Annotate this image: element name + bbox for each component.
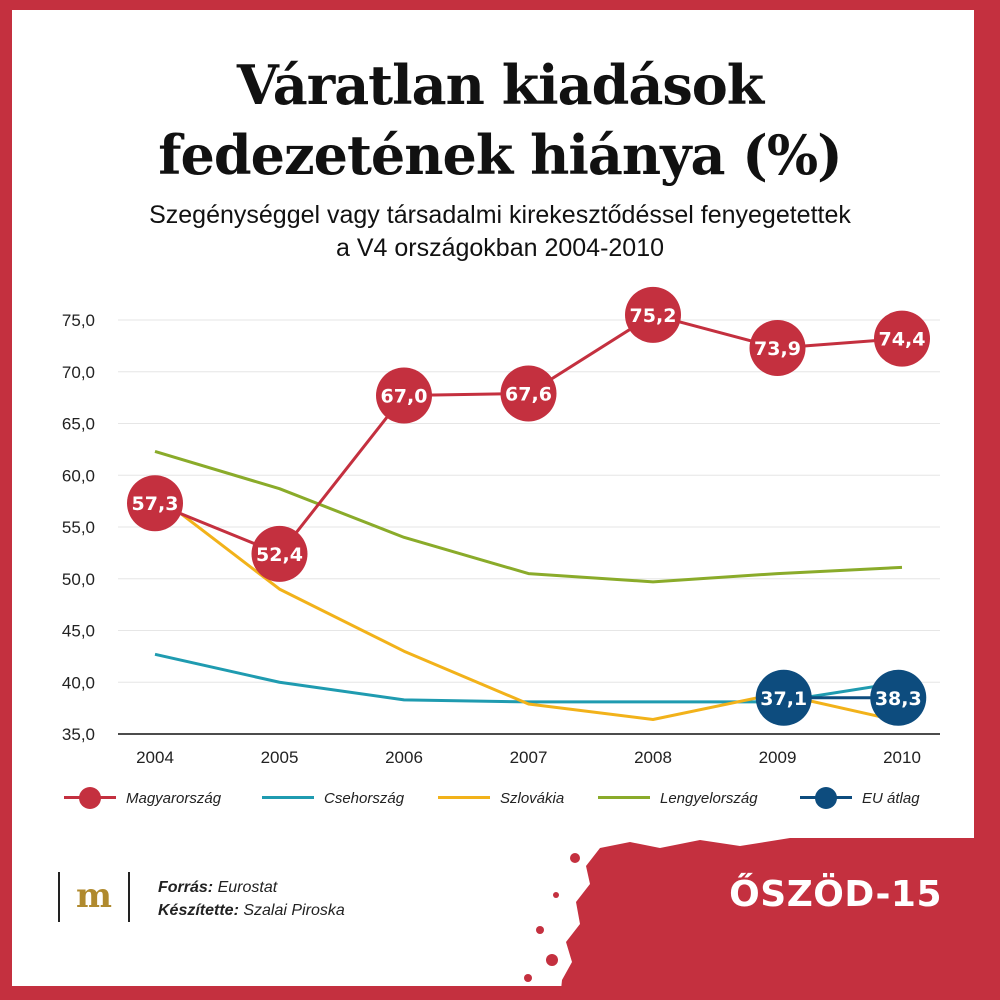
data-label-magyarorszag: 74,4 xyxy=(879,329,926,351)
legend-label: Csehország xyxy=(324,789,405,807)
data-point-magyarorszag xyxy=(874,310,930,367)
legend-label: Magyarország xyxy=(126,789,222,807)
legend: Magyarország Csehország Szlovákia Lengyelor… xyxy=(0,784,1000,812)
data-label-magyarorszag: 52,4 xyxy=(256,544,303,566)
y-tick-label: 45,0 xyxy=(62,622,95,641)
x-tick-label: 2008 xyxy=(634,748,672,767)
y-tick-label: 65,0 xyxy=(62,415,95,434)
logo-bar-left xyxy=(58,872,60,922)
source-value: Eurostat xyxy=(217,879,278,896)
author-value: Szalai Piroska xyxy=(243,902,345,919)
data-label-eu-atlag: 37,1 xyxy=(760,688,807,710)
x-tick-label: 2006 xyxy=(385,748,423,767)
x-tick-label: 2005 xyxy=(261,748,299,767)
chart-title-line-1: Váratlan kiadások xyxy=(236,53,764,117)
legend-label: Lengyelország xyxy=(660,789,758,807)
y-tick-label: 60,0 xyxy=(62,466,95,485)
author-label: Készítette: xyxy=(158,902,239,919)
y-tick-label: 35,0 xyxy=(62,725,95,744)
legend-line xyxy=(598,796,650,799)
legend-label: Szlovákia xyxy=(500,789,565,807)
x-tick-label: 2007 xyxy=(510,748,548,767)
credits: Forrás: Eurostat Készítette: Szalai Piro… xyxy=(158,876,345,922)
data-label-magyarorszag: 57,3 xyxy=(132,493,179,515)
legend-label: EU átlag xyxy=(862,789,920,807)
data-label-magyarorszag: 67,0 xyxy=(381,386,428,408)
y-tick-label: 50,0 xyxy=(62,570,95,589)
legend-item-csehorszag: Csehország xyxy=(262,784,404,812)
y-tick-label: 40,0 xyxy=(62,673,95,692)
y-tick-label: 55,0 xyxy=(62,518,95,537)
legend-item-magyarorszag: Magyarország xyxy=(64,784,221,812)
x-tick-label: 2010 xyxy=(883,748,921,767)
legend-swatch xyxy=(800,784,852,812)
logo-bar-right xyxy=(128,872,130,922)
data-point-magyarorszag xyxy=(500,365,557,422)
legend-marker xyxy=(79,787,101,809)
data-label-magyarorszag: 73,9 xyxy=(754,338,801,360)
legend-item-eu-atlag: EU átlag xyxy=(800,784,920,812)
legend-line xyxy=(262,796,314,799)
data-point-magyarorszag xyxy=(251,525,308,582)
x-tick-label: 2004 xyxy=(136,748,174,767)
y-tick-label: 70,0 xyxy=(62,363,95,382)
y-tick-label: 75,0 xyxy=(62,311,95,330)
legend-item-lengyelorszag: Lengyelország xyxy=(598,784,758,812)
legend-swatch xyxy=(598,784,650,812)
data-point-eu-atlag xyxy=(870,669,927,726)
legend-marker xyxy=(815,787,837,809)
logo-letter: m xyxy=(76,876,112,916)
legend-item-szlovakia: Szlovákia xyxy=(438,784,564,812)
legend-swatch xyxy=(64,784,116,812)
brand-text: ŐSZÖD-15 xyxy=(729,874,942,915)
source-label: Forrás: xyxy=(158,879,214,896)
series-line-lengyelorszag xyxy=(154,450,903,584)
logo: m xyxy=(58,872,130,922)
legend-swatch xyxy=(262,784,314,812)
data-label-eu-atlag: 38,3 xyxy=(875,688,922,710)
chart-title-line-2: fedezetének hiánya (%) xyxy=(158,123,842,187)
data-point-eu-atlag xyxy=(755,669,812,726)
legend-line xyxy=(438,796,490,799)
data-point-magyarorszag xyxy=(749,319,806,376)
data-point-magyarorszag xyxy=(376,367,432,424)
data-point-magyarorszag xyxy=(127,475,183,532)
legend-swatch xyxy=(438,784,490,812)
x-tick-label: 2009 xyxy=(759,748,797,767)
data-point-magyarorszag xyxy=(625,286,681,343)
data-label-magyarorszag: 75,2 xyxy=(630,305,677,327)
data-label-magyarorszag: 67,6 xyxy=(505,383,552,405)
chart-subtitle-line-2: a V4 országokban 2004-2010 xyxy=(335,234,665,262)
chart-subtitle-line-1: Szegénységgel vagy társadalmi kirekesztő… xyxy=(149,201,851,229)
